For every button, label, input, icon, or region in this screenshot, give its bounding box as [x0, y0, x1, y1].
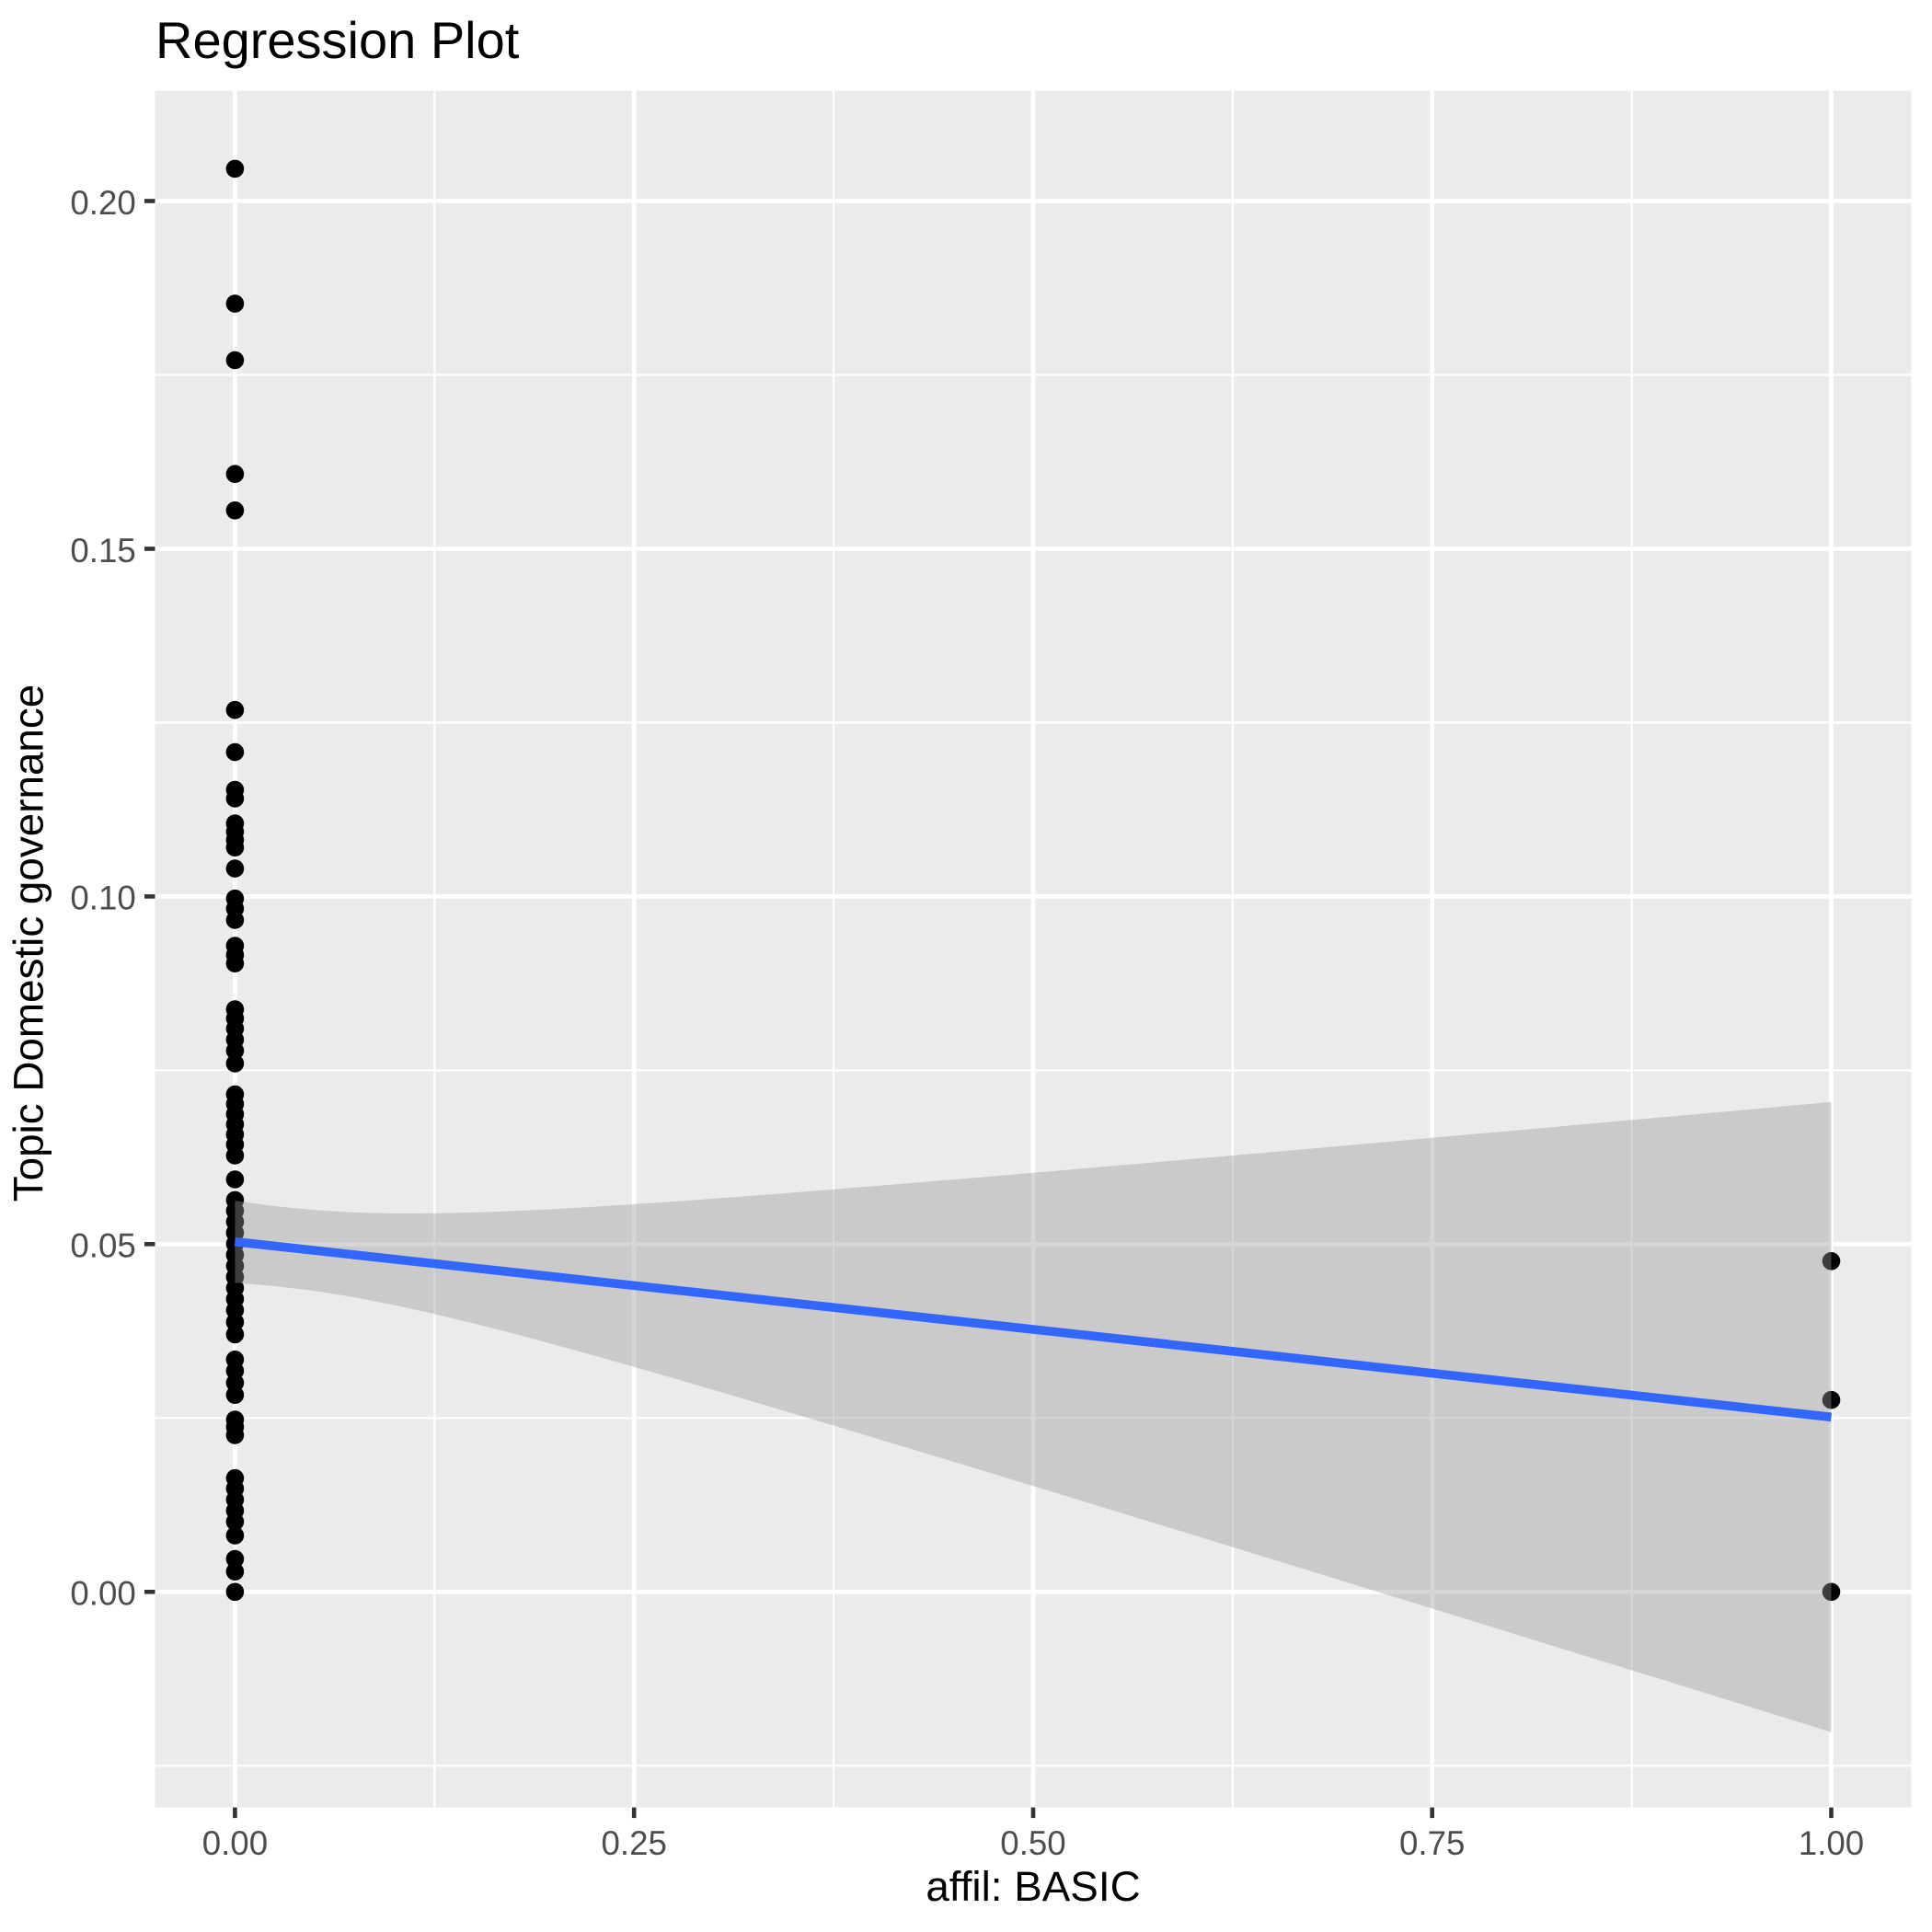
svg-text:affil: BASIC: affil: BASIC [926, 1863, 1140, 1910]
svg-text:0.15: 0.15 [70, 532, 135, 569]
svg-text:0.25: 0.25 [601, 1824, 666, 1862]
svg-text:Regression Plot: Regression Plot [155, 11, 520, 69]
svg-text:Topic Domestic governance: Topic Domestic governance [6, 684, 52, 1202]
svg-text:0.05: 0.05 [70, 1227, 135, 1265]
svg-text:0.20: 0.20 [70, 184, 135, 222]
svg-text:0.10: 0.10 [70, 880, 135, 917]
svg-text:0.75: 0.75 [1399, 1824, 1465, 1862]
svg-text:0.50: 0.50 [1000, 1824, 1065, 1862]
svg-text:1.00: 1.00 [1799, 1824, 1864, 1862]
svg-text:0.00: 0.00 [202, 1824, 268, 1862]
svg-text:0.00: 0.00 [70, 1575, 135, 1613]
